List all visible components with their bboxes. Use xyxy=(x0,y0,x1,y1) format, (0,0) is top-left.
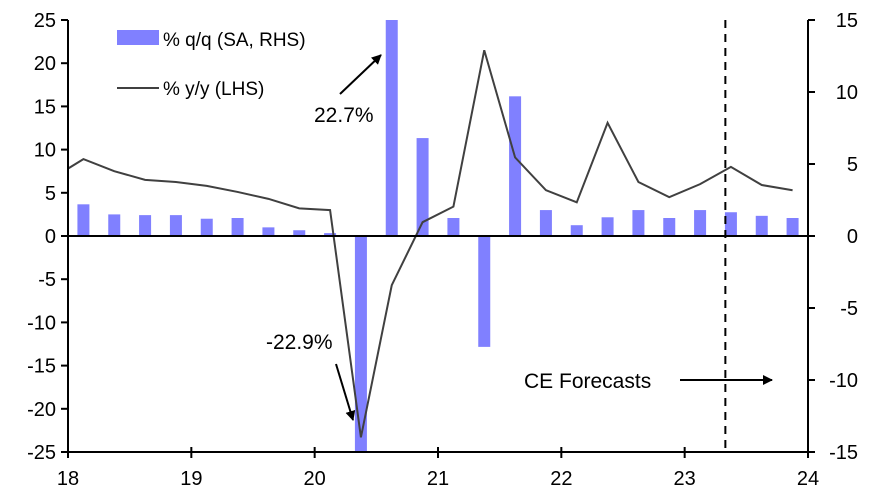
bar xyxy=(755,215,768,236)
bar xyxy=(262,227,275,236)
bar xyxy=(293,230,306,236)
left-tick-label: 10 xyxy=(34,140,56,162)
x-tick-label: 22 xyxy=(550,468,572,490)
bar xyxy=(231,218,244,236)
right-tick-label: 5 xyxy=(847,154,858,176)
line-series xyxy=(68,49,793,438)
left-tick-label: 20 xyxy=(34,53,56,75)
x-tick-label: 21 xyxy=(427,468,449,490)
bar xyxy=(724,212,737,236)
left-tick-label: -5 xyxy=(38,269,56,291)
right-tick-label: 10 xyxy=(836,82,858,104)
bar xyxy=(416,138,429,236)
bar xyxy=(478,236,491,347)
left-tick-label: 15 xyxy=(34,96,56,118)
axes: 25 20 15 10 5 0 -5 -10 -15 -20 -25 15 10 5 0 -5 -10 -15 18… xyxy=(27,10,858,490)
annotation-ce-forecasts: CE Forecasts xyxy=(524,370,651,393)
right-tick-label: -15 xyxy=(829,442,858,464)
right-tick-label: 0 xyxy=(847,226,858,248)
bar xyxy=(324,233,337,236)
bar xyxy=(108,214,121,236)
right-tick-label: -5 xyxy=(840,298,858,320)
left-tick-label: -20 xyxy=(27,399,56,421)
annotation-arrow-22-7 xyxy=(339,54,382,95)
legend-label-bar: % q/q (SA, RHS) xyxy=(163,30,306,51)
bar xyxy=(509,96,522,236)
bar xyxy=(601,217,614,236)
x-tick-label: 24 xyxy=(797,468,819,490)
annotation-arrow-minus-22-9 xyxy=(335,363,356,421)
bar xyxy=(447,218,460,236)
bar xyxy=(663,218,676,236)
bar xyxy=(139,215,152,236)
x-tick-label: 20 xyxy=(304,468,326,490)
annotation-22-7: 22.7% xyxy=(314,104,374,127)
left-tick-label: -10 xyxy=(27,312,56,334)
bar xyxy=(570,225,583,236)
right-tick-label: 15 xyxy=(836,10,858,32)
bar xyxy=(539,210,552,236)
bar xyxy=(632,210,645,236)
x-tick-label: 18 xyxy=(57,468,79,490)
bar xyxy=(77,204,90,236)
left-tick-label: 25 xyxy=(34,10,56,32)
bar xyxy=(200,218,213,236)
x-tick-label: 23 xyxy=(674,468,696,490)
left-tick-label: -25 xyxy=(27,442,56,464)
annotation-minus-22-9: -22.9% xyxy=(266,331,333,354)
bar xyxy=(169,215,182,236)
bar xyxy=(694,210,707,236)
bar xyxy=(385,20,398,236)
bar xyxy=(354,236,367,452)
bar xyxy=(786,218,799,236)
right-tick-label: -10 xyxy=(829,370,858,392)
legend-swatch-bar xyxy=(117,30,159,45)
left-tick-label: 5 xyxy=(45,183,56,205)
left-tick-label: -15 xyxy=(27,356,56,378)
legend: % q/q (SA, RHS) % y/y (LHS) xyxy=(117,30,306,100)
legend-label-line: % y/y (LHS) xyxy=(163,79,264,100)
left-tick-label: 0 xyxy=(45,226,56,248)
x-tick-label: 19 xyxy=(180,468,202,490)
bar-series xyxy=(77,20,799,452)
